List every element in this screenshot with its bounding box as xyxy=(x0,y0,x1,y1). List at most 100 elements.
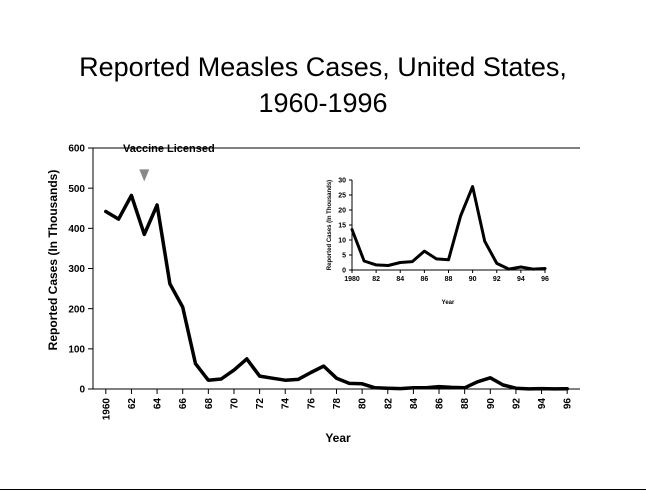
chart-title-line-2: 1960-1996 xyxy=(258,88,388,118)
main-data-point xyxy=(310,371,312,374)
inset-data-point xyxy=(351,228,353,231)
inset-y-tick-label: 0 xyxy=(342,268,346,275)
main-x-tick-label: 90 xyxy=(486,398,497,410)
main-x-tick-label: 86 xyxy=(435,398,446,410)
main-data-point xyxy=(284,379,287,381)
main-x-tick-label: 72 xyxy=(255,398,266,410)
bottom-divider xyxy=(0,489,646,490)
main-x-tick-label: 66 xyxy=(178,398,189,410)
main-data-point xyxy=(194,362,197,365)
inset-x-tick-label: 86 xyxy=(420,276,428,283)
inset-data-point xyxy=(471,185,474,188)
inset-data-point xyxy=(447,259,450,261)
main-data-point xyxy=(502,384,504,386)
main-data-point xyxy=(476,380,479,383)
inset-data-point xyxy=(544,267,546,270)
main-data-point xyxy=(181,306,184,308)
inset-y-tick-label: 10 xyxy=(338,238,346,245)
inset-data-point xyxy=(495,262,498,265)
main-vaccine-marker-icon xyxy=(139,169,150,182)
inset-x-tick-label: 94 xyxy=(517,276,525,283)
inset-x-tick-label: 96 xyxy=(541,276,549,283)
main-data-point xyxy=(105,210,107,213)
main-y-tick-label: 300 xyxy=(68,264,85,275)
main-data-point xyxy=(271,377,274,379)
main-data-point xyxy=(540,387,543,390)
main-x-tick-label: 96 xyxy=(563,398,574,410)
main-data-point xyxy=(374,386,376,389)
main-y-tick-label: 100 xyxy=(68,344,85,355)
main-data-point xyxy=(130,194,133,197)
main-data-point xyxy=(258,375,261,377)
inset-y-tick-label: 25 xyxy=(338,193,346,200)
inset-data-point xyxy=(363,260,365,262)
inset-data-point xyxy=(483,240,486,242)
chart-title-line-1: Reported Measles Cases, United States, xyxy=(79,52,567,82)
main-data-point xyxy=(399,387,402,390)
main-data-point xyxy=(245,358,248,360)
main-data-point xyxy=(156,204,158,206)
main-x-tick-label: 78 xyxy=(332,398,343,410)
inset-x-tick-label: 92 xyxy=(493,276,501,283)
main-data-point xyxy=(233,369,235,371)
main-data-point xyxy=(425,386,428,389)
main-x-tick-label: 64 xyxy=(153,398,164,410)
main-data-point xyxy=(361,382,363,385)
main-y-tick-label: 500 xyxy=(68,184,85,195)
main-x-tick-label: 88 xyxy=(460,398,471,410)
main-data-point xyxy=(169,282,171,285)
inset-data-point xyxy=(532,268,534,270)
main-x-tick-label: 1960 xyxy=(101,398,112,421)
inset-y-axis-label: Reported Cases (In Thousands) xyxy=(327,180,333,270)
main-data-point xyxy=(438,385,440,388)
main-data-point xyxy=(451,386,453,389)
main-x-tick-label: 68 xyxy=(204,398,215,410)
main-x-axis-label: Year xyxy=(325,431,351,445)
main-x-tick-label: 74 xyxy=(281,398,292,410)
inset-x-tick-label: 82 xyxy=(372,276,380,283)
main-data-point xyxy=(412,386,415,389)
main-data-point xyxy=(348,382,351,385)
main-data-point xyxy=(566,387,568,390)
inset-y-tick-label: 30 xyxy=(338,178,346,185)
main-data-point xyxy=(515,387,517,389)
main-x-tick-label: 62 xyxy=(127,398,138,410)
inset-data-point xyxy=(520,266,522,268)
inset-data-point xyxy=(459,215,462,217)
main-y-tick-label: 600 xyxy=(68,144,85,155)
inset-x-axis-label: Year xyxy=(442,300,455,306)
inset-x-tick-label: 1980 xyxy=(344,276,360,283)
main-data-point xyxy=(463,386,466,389)
inset-data-point xyxy=(435,258,438,260)
inset-x-tick-label: 84 xyxy=(396,276,404,283)
inset-data-point xyxy=(411,260,414,263)
main-x-tick-label: 94 xyxy=(537,398,548,410)
main-y-axis-label: Reported Cases (In Thousands) xyxy=(46,170,60,351)
main-data-point xyxy=(553,388,556,390)
main-data-point xyxy=(297,378,299,381)
main-y-tick-label: 0 xyxy=(79,385,85,396)
main-x-tick-label: 92 xyxy=(511,398,522,410)
inset-y-tick-label: 5 xyxy=(342,253,346,260)
main-data-point xyxy=(322,365,325,367)
main-data-point xyxy=(117,218,120,220)
inset-series-line xyxy=(350,185,547,271)
main-series-line xyxy=(104,193,569,391)
inset-x-tick-label: 88 xyxy=(445,276,453,283)
inset-data-point xyxy=(387,264,389,267)
main-y-tick-label: 200 xyxy=(68,304,85,315)
main-x-tick-label: 76 xyxy=(306,398,317,410)
main-annotation-label: Vaccine Licensed xyxy=(123,143,215,155)
main-x-tick-label: 70 xyxy=(229,398,240,410)
inset-data-point xyxy=(375,264,377,266)
inset-x-tick-label: 90 xyxy=(469,276,477,283)
main-x-tick-label: 80 xyxy=(358,398,369,410)
main-data-point xyxy=(527,388,530,390)
main-data-point xyxy=(143,233,146,236)
inset-y-tick-label: 15 xyxy=(338,223,346,230)
inset-data-point xyxy=(508,268,510,270)
main-data-point xyxy=(207,379,210,381)
main-x-tick-label: 82 xyxy=(383,398,394,410)
